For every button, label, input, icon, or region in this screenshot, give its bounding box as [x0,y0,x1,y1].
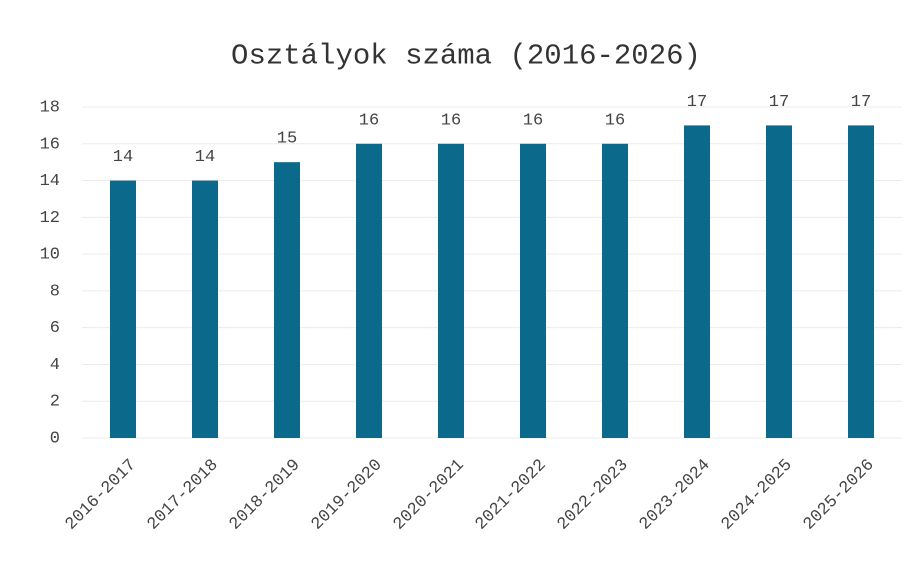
bar [520,143,546,438]
data-label: 15 [277,130,297,149]
data-label: 14 [195,148,215,167]
bar [438,143,464,438]
y-tick-label: 12 [40,209,60,228]
data-label: 16 [441,111,461,130]
chart-title: Osztályok száma (2016-2026) [231,40,701,73]
data-label: 17 [851,93,871,112]
bar [602,143,628,438]
bar [192,180,218,439]
bar [684,125,710,438]
data-label: 14 [113,148,133,167]
data-label: 17 [769,93,789,112]
bar [356,143,382,438]
y-tick-label: 4 [50,356,60,375]
bar [110,180,136,439]
y-tick-label: 0 [50,429,60,448]
data-label: 16 [359,111,379,130]
data-label: 16 [605,111,625,130]
bar [274,162,300,438]
y-tick-label: 10 [40,246,60,265]
data-label: 17 [687,93,707,112]
bar [848,125,874,438]
y-tick-label: 18 [40,98,60,117]
data-label: 16 [523,111,543,130]
bar [766,125,792,438]
y-tick-label: 14 [40,172,60,191]
y-tick-label: 2 [50,393,60,412]
y-tick-label: 6 [50,319,60,338]
y-tick-label: 16 [40,135,60,154]
y-tick-label: 8 [50,282,60,301]
